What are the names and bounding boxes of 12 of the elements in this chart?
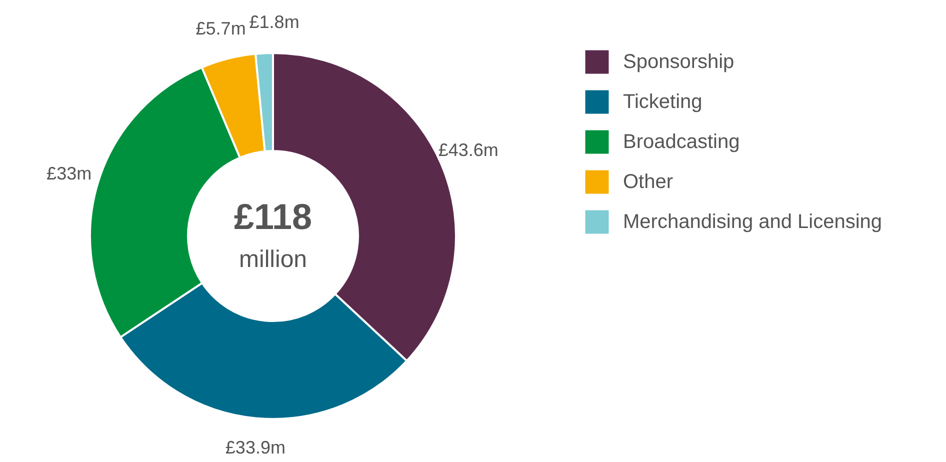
data-label: £43.6m: [438, 140, 498, 160]
data-label: £1.8m: [249, 12, 300, 32]
data-label: £33m: [46, 164, 92, 184]
legend-label: Broadcasting: [623, 131, 740, 153]
legend-label: Sponsorship: [623, 51, 734, 73]
legend-label: Ticketing: [623, 91, 702, 113]
text: million: [238, 246, 308, 273]
text: £118: [234, 196, 312, 237]
data-label: £5.7m: [196, 18, 246, 38]
data-label: £33.9m: [225, 437, 286, 458]
legend-label: Merchandising and Licensing: [623, 211, 882, 233]
legend-label: Other: [623, 171, 674, 193]
